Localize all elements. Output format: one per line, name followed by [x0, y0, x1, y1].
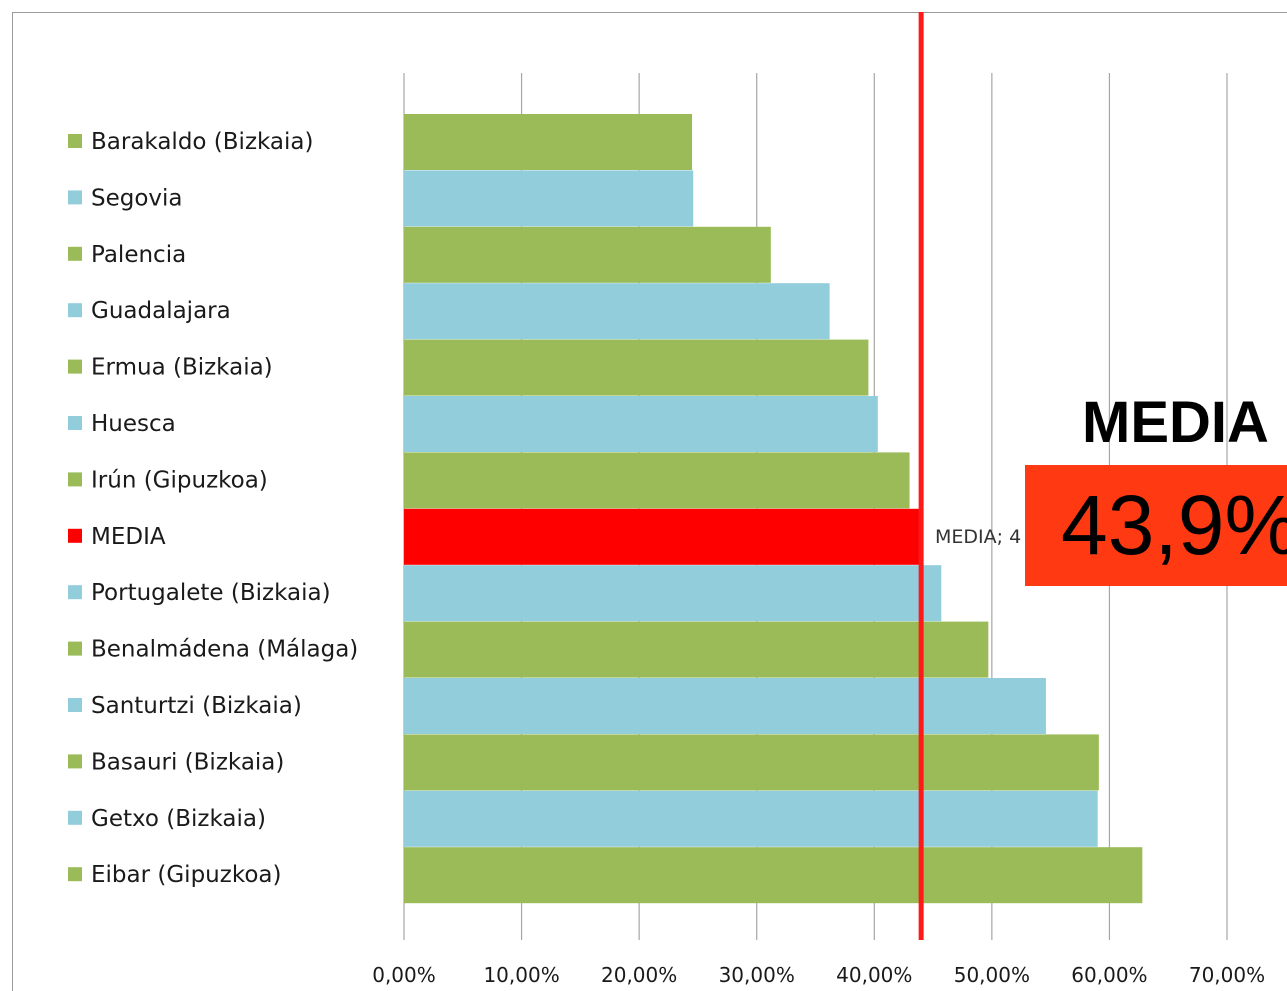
category-label: Barakaldo (Bizkaia): [91, 129, 314, 155]
x-tick-label: 40,00%: [836, 963, 912, 987]
legend-swatch: [68, 134, 82, 148]
bar: [404, 734, 1099, 791]
media-inline-label: MEDIA; 4: [935, 526, 1021, 548]
legend-swatch: [68, 246, 82, 261]
category-label: Segovia: [91, 185, 183, 211]
legend-swatch: [68, 754, 82, 769]
bar: [404, 790, 1098, 847]
legend-swatch: [68, 528, 82, 543]
bar: [404, 565, 942, 622]
bar: [404, 226, 771, 283]
media-callout-title: MEDIA: [1082, 390, 1269, 455]
media-callout: MEDIA 43,9%: [1025, 380, 1287, 586]
category-label: Irún (Gipuzkoa): [91, 467, 268, 493]
x-tick-label: 30,00%: [719, 963, 795, 987]
category-label: Santurtzi (Bizkaia): [91, 693, 302, 719]
category-label: Getxo (Bizkaia): [91, 806, 266, 832]
legend: Barakaldo (Bizkaia) Segovia Palencia Guadal…: [68, 129, 358, 888]
bar: [404, 621, 989, 678]
category-label: Benalmádena (Málaga): [91, 637, 358, 663]
category-label: Palencia: [91, 242, 186, 268]
category-label: Eibar (Gipuzkoa): [91, 862, 281, 888]
bar: [404, 396, 878, 452]
category-label: Huesca: [91, 411, 176, 437]
x-tick-label: 20,00%: [601, 963, 677, 987]
legend-swatch: [68, 867, 82, 882]
legend-swatch: [68, 359, 82, 374]
bar: [404, 170, 694, 227]
legend-swatch: [68, 641, 82, 656]
legend-swatch: [68, 810, 82, 825]
category-label: Portugalete (Bizkaia): [91, 580, 331, 606]
media-callout-box: 43,9%: [1025, 465, 1287, 586]
bar: [404, 283, 830, 340]
category-label: Ermua (Bizkaia): [91, 355, 273, 381]
x-tick-label: 60,00%: [1071, 963, 1147, 987]
legend-swatch: [68, 303, 82, 318]
category-label: Guadalajara: [91, 298, 231, 324]
x-tick-label: 0,00%: [372, 963, 436, 987]
legend-swatch: [68, 472, 82, 487]
x-tick-label: 10,00%: [483, 963, 559, 987]
legend-swatch: [68, 585, 82, 600]
bar: [404, 847, 1143, 904]
x-tick-label: 50,00%: [954, 963, 1030, 987]
bars: [404, 114, 1143, 904]
media-callout-value: 43,9%: [1061, 478, 1287, 572]
legend-swatch: [68, 416, 82, 430]
legend-swatch: [68, 190, 82, 205]
bar: [404, 339, 869, 396]
category-label: Basauri (Bizkaia): [91, 749, 284, 775]
bar: [404, 114, 693, 170]
x-axis-ticks: 0,00% 10,00% 20,00% 30,00% 40,00% 50,00% 60,00…: [372, 963, 1265, 987]
category-label: MEDIA: [91, 524, 166, 550]
x-tick-label: 70,00%: [1189, 963, 1265, 987]
bar: [404, 678, 1046, 734]
bar: [404, 508, 921, 565]
legend-swatch: [68, 698, 82, 712]
bar: [404, 452, 910, 509]
